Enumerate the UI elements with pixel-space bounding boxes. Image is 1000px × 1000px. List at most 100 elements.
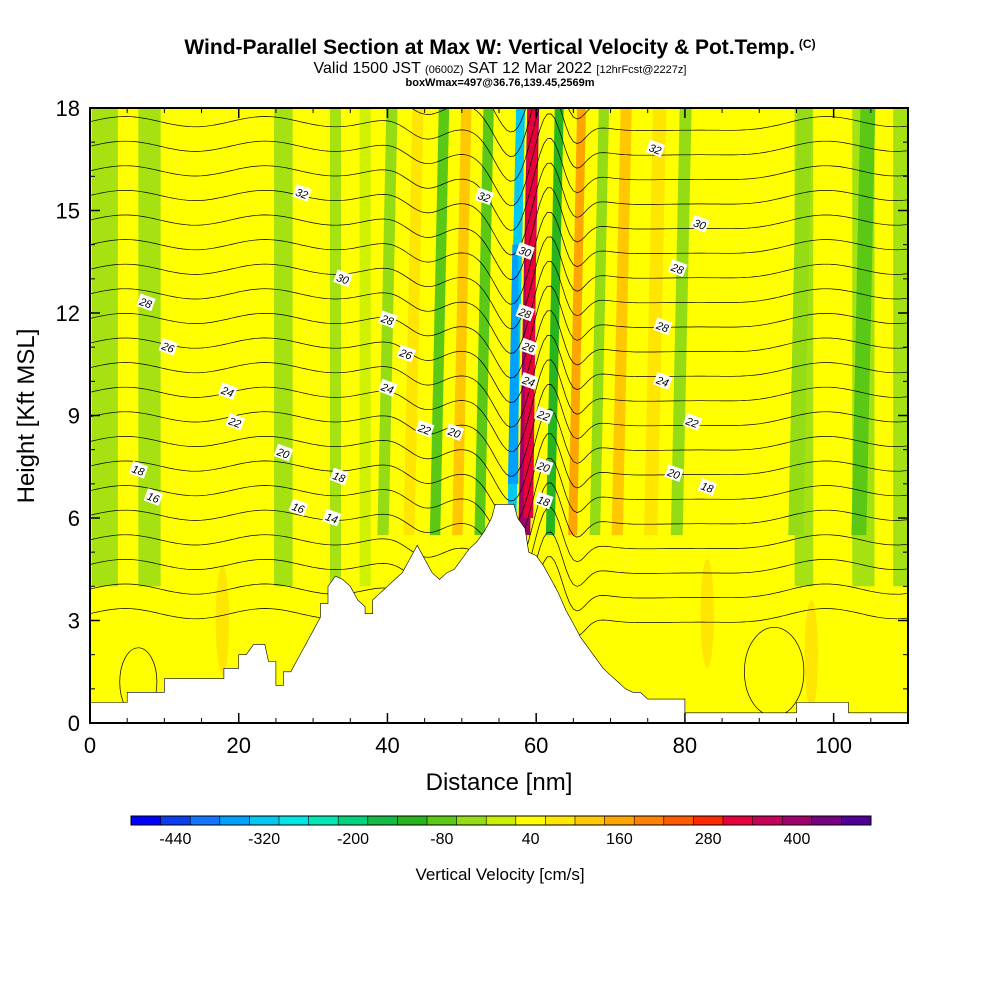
contour-label-bg	[664, 464, 684, 482]
contour-label-text: 24	[378, 381, 395, 397]
contour-label-text: 24	[520, 374, 537, 390]
contour-label-18: 18	[534, 491, 554, 510]
w-wave-band	[788, 108, 813, 536]
theta-contour-34	[492, 108, 527, 133]
contour-label-26: 26	[396, 344, 416, 363]
contour-label-text: 22	[535, 408, 552, 424]
colorbar-swatch	[219, 816, 250, 825]
theta-contour-24	[90, 285, 908, 379]
subtitle-forecast: [12hrFcst@2227z]	[596, 64, 687, 76]
w-patch	[215, 565, 230, 676]
contour-label-22: 22	[415, 419, 435, 438]
colorbar-swatch	[545, 816, 576, 825]
contour-label-text: 16	[145, 491, 161, 507]
w-wave-band	[474, 108, 494, 536]
contour-label-bg	[667, 259, 688, 277]
contour-label-24: 24	[653, 371, 673, 390]
colorbar-swatch	[604, 816, 635, 825]
contour-labels: 14 16 16 18 18 18 18 20 20 20 20 22 22 22 22 24 24 24 24 26…	[128, 139, 718, 527]
box-info: boxWmax=497@36.76,139.45,2569m	[405, 77, 595, 89]
colorbar-tick-label: 160	[606, 831, 633, 848]
contour-label-text: 30	[692, 217, 708, 233]
contour-label-bg	[519, 337, 539, 356]
contour-label-22: 22	[682, 412, 703, 431]
contour-label-text: 26	[520, 340, 537, 356]
x-tick-label: 40	[375, 733, 399, 758]
w-band	[359, 108, 371, 587]
contour-label-bg	[273, 443, 294, 462]
contour-label-text: 28	[654, 320, 671, 336]
contour-label-bg	[377, 310, 398, 329]
subtitle-zulu: (0600Z)	[425, 64, 464, 76]
theta-contour-20	[90, 384, 908, 477]
contour-label-text: 18	[535, 494, 551, 510]
contour-label-30: 30	[515, 242, 535, 260]
contour-label-28: 28	[667, 259, 688, 278]
contour-label-bg	[329, 467, 350, 486]
contour-label-text: 24	[219, 384, 236, 400]
x-tick-label: 80	[673, 733, 697, 758]
contour-label-18: 18	[697, 477, 718, 496]
contour-label-bg	[474, 187, 495, 206]
contour-label-text: 28	[516, 306, 533, 322]
colorbar-swatch	[249, 816, 280, 825]
contour-label-bg	[292, 184, 312, 202]
colorbar-swatch	[782, 816, 813, 825]
contour-label-28: 28	[515, 303, 535, 322]
chart-title: Wind-Parallel Section at Max W: Vertical…	[0, 36, 1000, 60]
colorbar-swatch	[693, 816, 724, 825]
contour-label-text: 30	[335, 272, 351, 288]
x-tick-label: 60	[524, 733, 548, 758]
contour-label-bg	[697, 477, 718, 496]
colorbar-swatch	[634, 816, 665, 825]
contour-label-18: 18	[128, 460, 149, 479]
theta-contour-26	[90, 236, 908, 330]
colorbar-swatch	[841, 816, 872, 825]
contour-label-bg	[225, 412, 245, 431]
theta-contour-19	[90, 408, 908, 502]
contour-label-text: 28	[668, 261, 685, 277]
contour-label-text: 28	[378, 313, 395, 329]
title-unit: (C)	[798, 37, 816, 51]
y-axis-label: Height [Kft MSL]	[13, 329, 40, 504]
contour-label-20: 20	[273, 443, 294, 462]
y-tick-label: 18	[56, 96, 80, 121]
colorbar-swatch	[131, 816, 162, 825]
subtitle-valid: Valid 1500 JST	[313, 60, 421, 77]
theta-contour-30	[90, 138, 908, 231]
contour-label-text: 32	[294, 187, 310, 202]
contour-label-bg	[515, 242, 535, 260]
contour-label-24: 24	[377, 378, 398, 397]
contour-label-14: 14	[322, 508, 342, 527]
contour-label-26: 26	[158, 337, 179, 356]
x-tick-label: 0	[84, 733, 96, 758]
colorbar-swatch	[486, 816, 517, 825]
contour-label-bg	[653, 317, 673, 336]
contour-label-bg	[534, 406, 554, 424]
y-tick-label: 6	[68, 506, 80, 531]
colorbar-swatch	[456, 816, 487, 825]
contour-label-bg	[143, 488, 164, 506]
contour-label-text: 22	[683, 415, 700, 431]
contour-label-text: 14	[324, 511, 340, 526]
y-tick-label: 3	[68, 609, 80, 634]
y-tick-label: 9	[68, 404, 80, 429]
contour-label-bg	[136, 293, 156, 312]
contour-label-32: 32	[474, 187, 495, 206]
colorbar-swatch	[190, 816, 221, 825]
contour-label-text: 32	[647, 142, 663, 157]
colorbar-swatch	[811, 816, 842, 825]
colorbar-swatch	[427, 816, 458, 825]
theta-contour-32	[90, 108, 908, 182]
contour-label-bg	[396, 344, 416, 363]
contour-label-28: 28	[136, 293, 156, 312]
contour-label-24: 24	[519, 371, 539, 390]
w-band	[274, 108, 293, 587]
contour-label-text: 28	[137, 296, 154, 312]
w-patch	[804, 600, 819, 710]
contour-label-bg	[322, 508, 342, 527]
colorbar-swatch	[338, 816, 369, 825]
colorbar-swatch	[308, 816, 339, 825]
colorbar: -440 -320 -200 -80 40 160 280 400	[130, 815, 872, 848]
title-text: Wind-Parallel Section at Max W: Vertical…	[184, 36, 795, 59]
